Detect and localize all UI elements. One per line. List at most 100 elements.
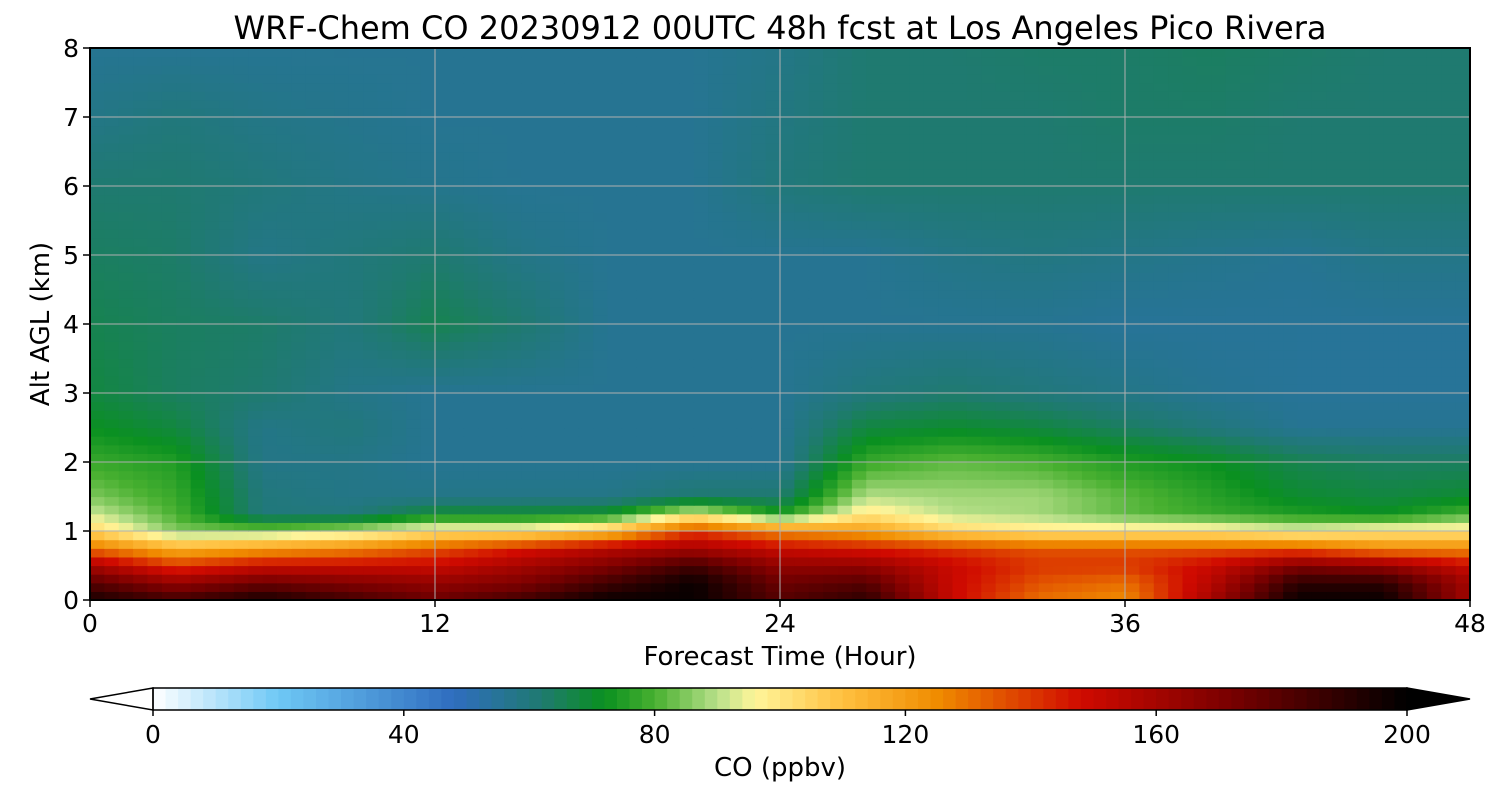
- heatmap-cell: [736, 298, 752, 308]
- heatmap-cell: [1355, 496, 1370, 506]
- heatmap-cell: [1096, 496, 1112, 506]
- heatmap-cell: [708, 168, 724, 178]
- heatmap-cell: [765, 246, 781, 256]
- heatmap-cell: [176, 418, 192, 429]
- heatmap-cell: [1211, 513, 1227, 523]
- heatmap-cell: [1455, 384, 1470, 394]
- heatmap-cell: [966, 513, 982, 523]
- heatmap-cell: [1196, 298, 1212, 308]
- heatmap-cell: [765, 436, 781, 446]
- heatmap-cell: [722, 203, 738, 213]
- heatmap-cell: [866, 410, 882, 420]
- heatmap-cell: [1053, 436, 1069, 446]
- heatmap-cell: [1283, 263, 1299, 273]
- heatmap-cell: [262, 220, 278, 230]
- heatmap-cell: [693, 513, 709, 523]
- heatmap-cell: [262, 453, 278, 463]
- heatmap-cell: [1010, 289, 1025, 299]
- heatmap-cell: [1196, 462, 1212, 472]
- heatmap-cell: [808, 574, 824, 584]
- heatmap-cell: [981, 194, 997, 204]
- heatmap-cell: [420, 393, 436, 403]
- heatmap-cell: [880, 418, 896, 429]
- heatmap-cell: [1355, 272, 1370, 282]
- heatmap-cell: [1225, 194, 1241, 204]
- heatmap-cell: [1240, 203, 1255, 213]
- heatmap-cell: [1024, 341, 1040, 351]
- heatmap-cell: [823, 418, 839, 429]
- heatmap-cell: [1326, 487, 1342, 498]
- heatmap-cell: [952, 591, 968, 600]
- heatmap-cell: [1369, 186, 1385, 196]
- heatmap-cell: [506, 384, 522, 394]
- heatmap-cell: [794, 186, 810, 196]
- heatmap-cell: [1053, 539, 1069, 549]
- heatmap-cell: [1196, 151, 1212, 161]
- heatmap-cell: [1182, 479, 1198, 489]
- heatmap-cell: [1153, 160, 1169, 170]
- heatmap-cell: [578, 246, 594, 256]
- heatmap-cell: [147, 237, 163, 247]
- heatmap-cell: [406, 505, 422, 515]
- heatmap-cell: [276, 367, 292, 377]
- heatmap-cell: [118, 574, 134, 584]
- heatmap-cell: [823, 272, 839, 282]
- heatmap-cell: [1426, 453, 1442, 463]
- heatmap-cell: [1168, 324, 1184, 334]
- heatmap-cell: [1110, 229, 1126, 239]
- heatmap-cell: [1297, 401, 1313, 411]
- heatmap-cell: [1383, 151, 1399, 161]
- heatmap-cell: [147, 436, 163, 446]
- heatmap-cell: [1225, 263, 1241, 273]
- heatmap-cell: [1254, 358, 1270, 368]
- heatmap-cell: [995, 194, 1011, 204]
- heatmap-cell: [1297, 548, 1313, 558]
- heatmap-cell: [478, 289, 494, 299]
- heatmap-cell: [1125, 237, 1140, 247]
- heatmap-cell: [377, 393, 393, 403]
- heatmap-cell: [981, 505, 997, 515]
- heatmap-cell: [995, 220, 1011, 230]
- heatmap-cell: [521, 349, 537, 360]
- heatmap-cell: [578, 505, 594, 515]
- heatmap-cell: [995, 229, 1011, 239]
- heatmap-cell: [1110, 384, 1126, 394]
- heatmap-cell: [794, 487, 810, 498]
- heatmap-cell: [492, 280, 508, 291]
- heatmap-cell: [406, 272, 422, 282]
- heatmap-cell: [1297, 513, 1313, 523]
- heatmap-cell: [1067, 272, 1083, 282]
- heatmap-cell: [90, 487, 105, 498]
- heatmap-cell: [1110, 289, 1126, 299]
- heatmap-cell: [1038, 505, 1054, 515]
- heatmap-cell: [837, 367, 853, 377]
- heatmap-cell: [233, 548, 249, 558]
- heatmap-cell: [995, 531, 1011, 541]
- heatmap-cell: [550, 410, 565, 420]
- heatmap-cell: [1053, 194, 1069, 204]
- heatmap-cell: [463, 582, 479, 592]
- heatmap-cell: [161, 203, 177, 213]
- heatmap-cell: [90, 280, 105, 291]
- heatmap-cell: [1254, 341, 1270, 351]
- heatmap-cell: [794, 418, 810, 429]
- heatmap-cell: [636, 565, 652, 575]
- heatmap-cell: [736, 315, 752, 325]
- heatmap-cell: [205, 220, 220, 230]
- heatmap-cell: [334, 186, 350, 196]
- heatmap-cell: [981, 324, 997, 334]
- heatmap-cell: [262, 349, 278, 360]
- heatmap-cell: [90, 349, 105, 360]
- heatmap-cell: [895, 410, 910, 420]
- heatmap-cell: [1283, 315, 1299, 325]
- heatmap-cell: [693, 565, 709, 575]
- heatmap-cell: [736, 479, 752, 489]
- heatmap-cell: [104, 539, 120, 549]
- heatmap-cell: [621, 522, 637, 532]
- heatmap-cell: [1024, 427, 1040, 437]
- heatmap-cell: [909, 462, 925, 472]
- heatmap-cell: [679, 582, 695, 592]
- heatmap-cell: [276, 255, 292, 265]
- heatmap-cell: [492, 272, 508, 282]
- heatmap-cell: [449, 220, 465, 230]
